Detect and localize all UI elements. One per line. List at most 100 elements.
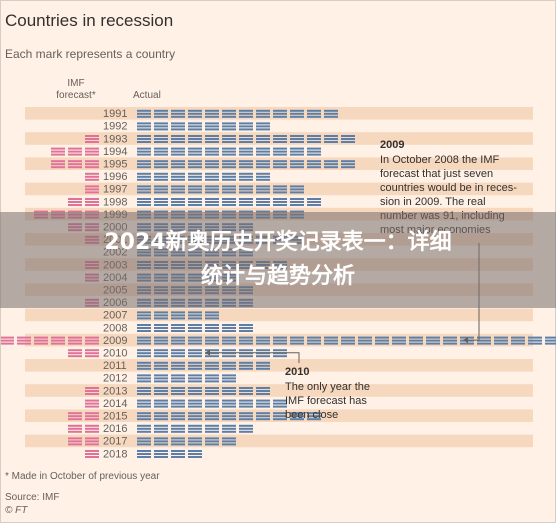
actual-mark xyxy=(239,135,253,143)
actual-mark xyxy=(205,336,219,345)
year-label: 2011 xyxy=(103,360,127,372)
forecast-mark xyxy=(85,424,99,433)
actual-mark xyxy=(154,135,168,143)
actual-mark xyxy=(205,424,219,433)
actual-mark xyxy=(137,336,151,345)
forecast-mark xyxy=(1,336,14,345)
actual-mark xyxy=(188,160,202,169)
overlay-banner xyxy=(0,212,556,308)
actual-mark xyxy=(171,172,185,181)
actual-mark xyxy=(239,424,253,433)
actual-mark xyxy=(239,324,253,332)
actual-mark xyxy=(358,336,372,345)
actual-mark xyxy=(239,160,253,169)
forecast-column-header: IMF forecast* xyxy=(56,78,96,101)
actual-mark xyxy=(307,412,321,421)
actual-mark xyxy=(307,109,321,118)
actual-mark xyxy=(511,336,525,345)
forecast-mark xyxy=(51,160,65,169)
actual-mark xyxy=(324,336,338,345)
actual-mark xyxy=(290,160,304,169)
actual-mark xyxy=(137,412,151,421)
actual-mark xyxy=(392,336,406,345)
actual-mark xyxy=(137,324,151,332)
forecast-mark xyxy=(68,198,82,206)
actual-mark xyxy=(137,361,151,370)
actual-mark xyxy=(273,109,287,118)
actual-mark xyxy=(154,349,168,358)
actual-mark xyxy=(137,172,151,181)
actual-mark xyxy=(290,185,304,194)
actual-mark xyxy=(256,198,270,206)
forecast-mark xyxy=(85,349,99,358)
actual-mark xyxy=(205,311,219,320)
annotation-2010-arrowhead xyxy=(205,349,210,356)
actual-mark xyxy=(154,122,168,131)
actual-mark xyxy=(273,135,287,143)
actual-mark xyxy=(154,109,168,118)
year-label: 2007 xyxy=(103,310,127,322)
actual-mark xyxy=(205,172,219,181)
actual-mark xyxy=(256,109,270,118)
actual-mark xyxy=(137,135,151,143)
actual-mark xyxy=(222,412,236,421)
actual-mark xyxy=(409,336,423,345)
actual-mark xyxy=(273,147,287,156)
forecast-mark xyxy=(85,147,99,156)
actual-mark xyxy=(205,399,219,408)
actual-mark xyxy=(188,336,202,345)
actual-mark xyxy=(188,374,202,383)
actual-mark xyxy=(477,336,491,345)
actual-mark xyxy=(341,336,355,345)
actual-mark xyxy=(222,109,236,118)
actual-mark xyxy=(137,160,151,169)
banner-line-2: 统计与趋势分析 xyxy=(200,264,355,289)
actual-mark xyxy=(256,336,270,345)
forecast-mark xyxy=(85,135,99,143)
annotation-2009-text: countries would be in reces- xyxy=(380,182,517,194)
actual-mark xyxy=(426,336,440,345)
forecast-mark xyxy=(85,185,99,194)
year-label: 1995 xyxy=(103,159,127,171)
source-note: Source: IMF xyxy=(5,492,60,503)
actual-mark xyxy=(171,122,185,131)
actual-mark xyxy=(188,361,202,370)
actual-mark xyxy=(154,160,168,169)
actual-mark xyxy=(222,172,236,181)
year-label: 2017 xyxy=(103,436,127,448)
actual-mark xyxy=(171,450,185,458)
actual-mark xyxy=(154,198,168,206)
actual-mark xyxy=(188,311,202,320)
actual-mark xyxy=(222,198,236,206)
actual-mark xyxy=(137,349,151,358)
actual-mark xyxy=(171,324,185,332)
actual-mark xyxy=(171,311,185,320)
actual-mark xyxy=(256,147,270,156)
actual-mark xyxy=(222,361,236,370)
actual-mark xyxy=(154,172,168,181)
actual-mark xyxy=(137,185,151,194)
actual-mark xyxy=(239,412,253,421)
actual-mark xyxy=(528,336,542,345)
year-label: 1996 xyxy=(103,171,127,183)
actual-mark xyxy=(171,387,185,395)
actual-mark xyxy=(171,198,185,206)
actual-mark xyxy=(222,399,236,408)
actual-mark xyxy=(137,399,151,408)
forecast-mark xyxy=(34,336,48,345)
actual-mark xyxy=(205,374,219,383)
actual-mark xyxy=(239,172,253,181)
year-label: 2010 xyxy=(103,348,127,360)
chart-title: Countries in recession xyxy=(5,11,174,30)
actual-mark xyxy=(273,198,287,206)
actual-mark xyxy=(171,424,185,433)
actual-mark xyxy=(154,450,168,458)
year-label: 2014 xyxy=(103,398,127,410)
actual-mark xyxy=(171,374,185,383)
year-label: 2012 xyxy=(103,373,127,385)
actual-mark xyxy=(222,185,236,194)
actual-mark xyxy=(188,172,202,181)
year-label: 1992 xyxy=(103,121,127,133)
actual-mark xyxy=(188,349,202,358)
forecast-mark xyxy=(85,437,99,446)
